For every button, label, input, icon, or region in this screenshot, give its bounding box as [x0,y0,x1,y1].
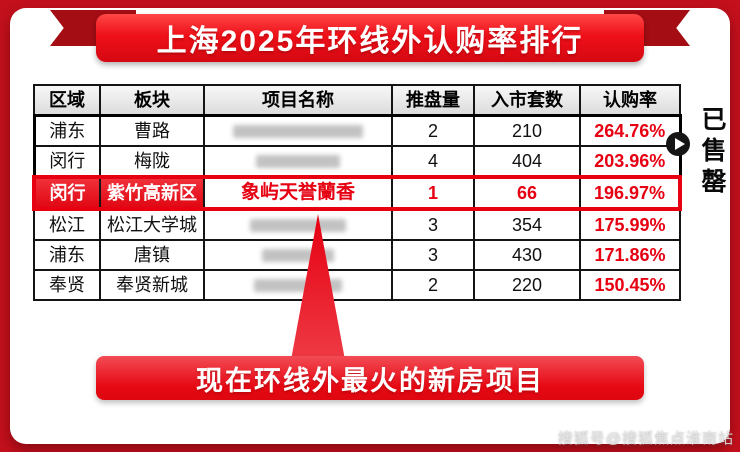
page-title: 上海2025年环线外认购率排行 [156,25,584,58]
col-header-plate: 板块 [99,84,205,117]
cell-units: 66 [473,175,581,211]
cell-rate: 264.76% [579,114,682,147]
redacted-project-name [233,124,363,138]
cell-units: 430 [473,239,581,271]
cell-launches: 1 [391,175,475,211]
cell-project [203,114,393,147]
cell-rate: 196.97% [579,175,682,211]
col-header-launches: 推盘量 [391,84,475,117]
cell-launches: 2 [391,269,475,301]
cell-launches: 3 [391,208,475,241]
bottom-banner-text: 现在环线外最火的新房项目 [196,365,544,396]
cell-region: 闵行 [32,145,101,179]
col-header-units: 入市套数 [473,84,581,117]
table-row: 浦东 曹路 2 210 264.76% [32,114,682,147]
table-row: 闵行 梅陇 4 404 203.96% [32,145,682,179]
col-header-region: 区域 [33,84,101,117]
sold-out-label: 已售罄 [698,106,726,199]
cell-plate: 曹路 [99,114,205,147]
cell-launches: 2 [391,114,475,147]
cell-plate: 唐镇 [99,239,205,271]
cell-units: 220 [473,269,581,301]
cell-project: 象屿天誉蘭香 [203,175,393,211]
play-icon[interactable] [666,132,690,156]
cell-project [203,269,393,301]
cell-region: 浦东 [32,114,101,147]
cell-rate: 203.96% [579,145,682,179]
cell-rate: 175.99% [579,208,681,241]
cell-region: 松江 [33,208,101,241]
cell-plate: 梅陇 [99,145,205,179]
cell-project [203,208,393,241]
cell-launches: 3 [391,239,475,271]
cell-project [203,239,393,271]
redacted-project-name [250,218,346,232]
redacted-project-name [256,154,340,168]
cell-region: 奉贤 [33,269,101,301]
cell-units: 404 [473,145,581,179]
col-header-project: 项目名称 [203,84,393,117]
watermark: 搜狐号@搜狐焦点淮南站 [557,430,734,447]
table-header-row: 区域 板块 项目名称 推盘量 入市套数 认购率 [33,84,681,117]
cell-units: 354 [473,208,581,241]
col-header-rate: 认购率 [579,84,681,117]
cell-region: 闵行 [32,175,101,211]
cell-region: 浦东 [33,239,101,271]
cell-plate: 松江大学城 [99,208,205,241]
cell-project [203,145,393,179]
cell-plate: 奉贤新城 [99,269,205,301]
title-ribbon: 上海2025年环线外认购率排行 [96,14,644,62]
table-row: 浦东 唐镇 3 430 171.86% [33,239,681,271]
table-row-highlighted: 闵行 紫竹高新区 象屿天誉蘭香 1 66 196.97% [32,175,682,211]
cell-plate: 紫竹高新区 [99,175,205,211]
cell-rate: 150.45% [579,269,681,301]
ranking-table: 区域 板块 项目名称 推盘量 入市套数 认购率 浦东 曹路 2 210 264.… [32,84,682,301]
table-row: 奉贤 奉贤新城 2 220 150.45% [33,269,681,301]
cell-rate: 171.86% [579,239,681,271]
bottom-banner: 现在环线外最火的新房项目 [96,356,644,400]
table-row: 松江 松江大学城 3 354 175.99% [33,208,681,241]
main-card: 上海2025年环线外认购率排行 区域 板块 项目名称 推盘量 入市套数 认购率 [10,8,730,444]
ranking-table-wrap: 区域 板块 项目名称 推盘量 入市套数 认购率 浦东 曹路 2 210 264.… [32,84,682,301]
cell-units: 210 [473,114,581,147]
cell-launches: 4 [391,145,475,179]
